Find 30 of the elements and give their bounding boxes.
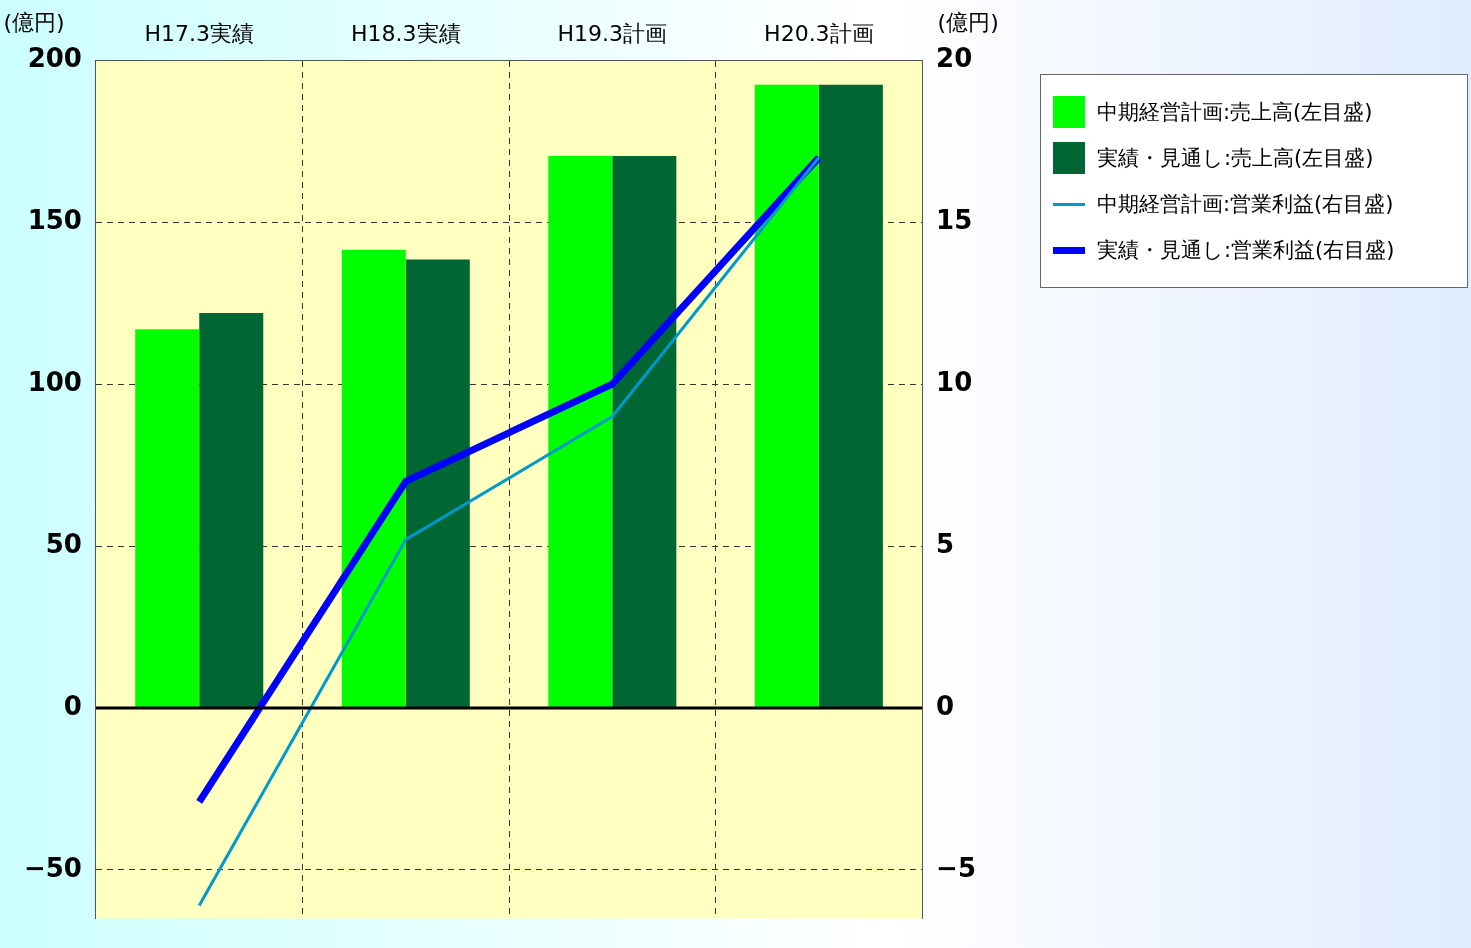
bar	[199, 312, 264, 708]
x-tick-label: H20.3計画	[764, 20, 874, 46]
x-tick-label: H18.3実績	[351, 20, 461, 46]
y-tick-label: 50	[45, 528, 82, 559]
y2-tick-label: 15	[936, 205, 973, 236]
y-tick-label: 100	[27, 366, 82, 397]
y2-tick-label: 10	[936, 366, 973, 397]
bar	[135, 329, 200, 708]
bar	[405, 259, 470, 708]
bar	[341, 249, 406, 708]
legend-label: 中期経営計画:売上高(左目盛)	[1097, 99, 1373, 126]
legend-label: 実績・見通し:売上高(左目盛)	[1097, 145, 1374, 172]
legend-label: 実績・見通し:営業利益(右目盛)	[1097, 237, 1395, 264]
y-tick-label: 0	[63, 690, 82, 721]
y2-tick-label: 20	[936, 43, 973, 74]
y2-tick-label: −5	[936, 852, 977, 883]
y-tick-label: 150	[27, 205, 82, 236]
y-axis-title: (億円)	[3, 9, 65, 35]
bar	[818, 84, 883, 708]
y-tick-label: 200	[27, 43, 82, 74]
legend-label: 中期経営計画:営業利益(右目盛)	[1097, 191, 1394, 218]
y2-tick-label: 5	[936, 528, 955, 559]
x-tick-label: H17.3実績	[144, 20, 254, 46]
bar	[548, 155, 613, 708]
y2-tick-label: 0	[936, 690, 955, 721]
bar	[754, 84, 819, 708]
y-tick-label: −50	[24, 852, 82, 883]
x-tick-label: H19.3計画	[557, 20, 668, 46]
y2-axis-title: (億円)	[937, 9, 999, 35]
bar	[612, 155, 677, 708]
